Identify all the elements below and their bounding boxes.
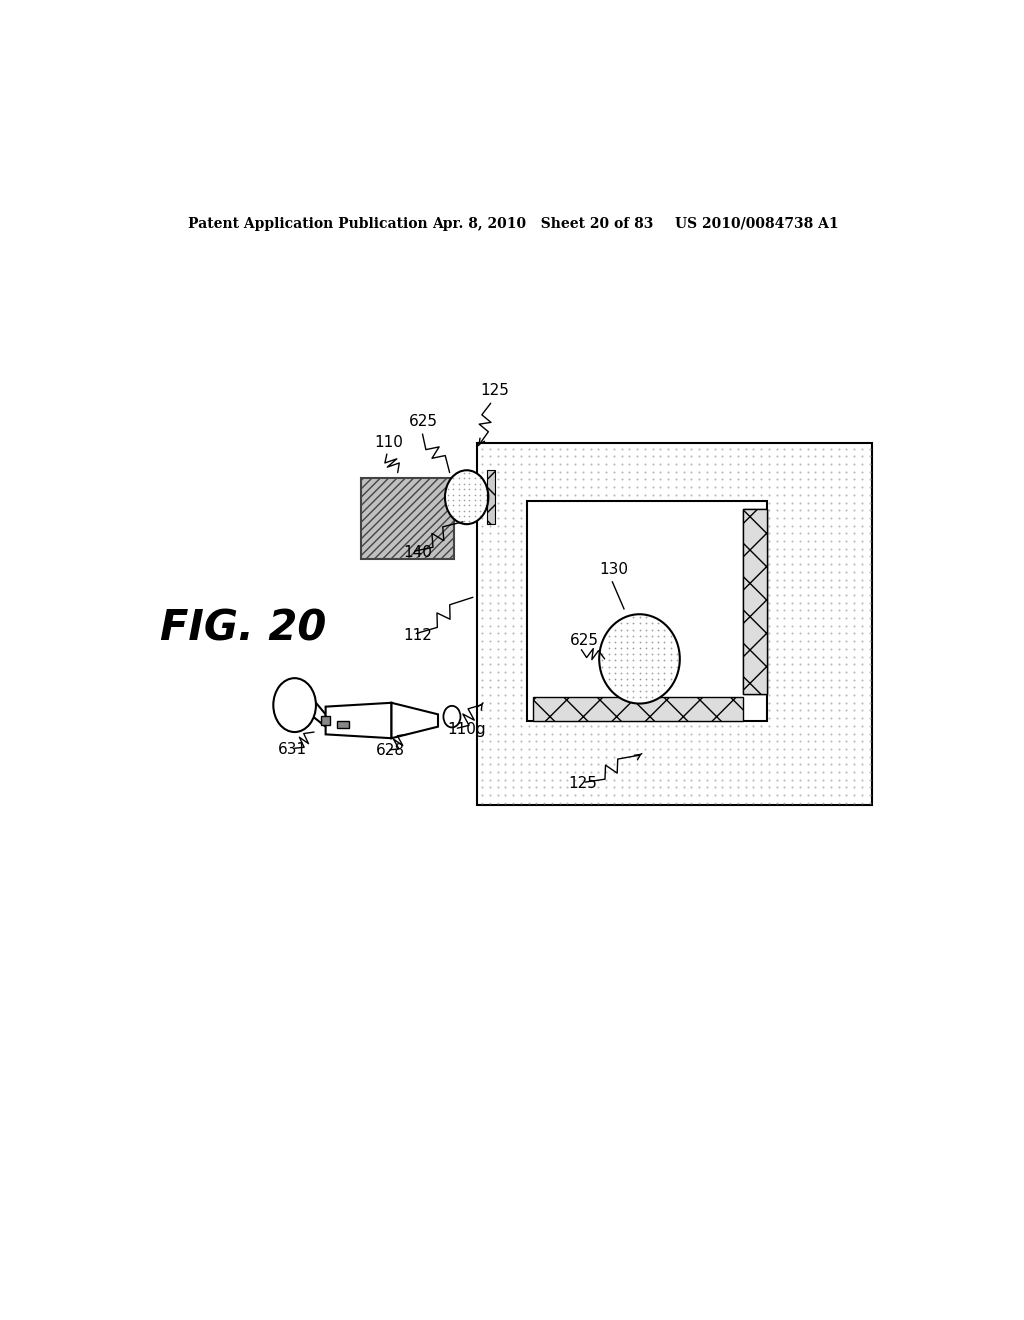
Polygon shape (391, 702, 438, 738)
Bar (486, 470, 495, 524)
Ellipse shape (445, 470, 488, 524)
Bar (527, 502, 767, 721)
Text: 110g: 110g (447, 722, 486, 738)
Bar (337, 721, 349, 729)
Ellipse shape (599, 614, 680, 704)
Text: 631: 631 (278, 742, 307, 756)
Bar (360, 478, 454, 558)
Polygon shape (310, 696, 326, 726)
Ellipse shape (443, 706, 461, 727)
Text: 625: 625 (569, 634, 599, 648)
Bar (742, 508, 767, 693)
Text: 628: 628 (376, 743, 406, 758)
Text: US 2010/0084738 A1: US 2010/0084738 A1 (675, 216, 839, 231)
Text: Apr. 8, 2010   Sheet 20 of 83: Apr. 8, 2010 Sheet 20 of 83 (432, 216, 653, 231)
Text: 125: 125 (568, 776, 597, 791)
Text: 130: 130 (599, 562, 628, 577)
Bar (321, 715, 331, 725)
Text: 625: 625 (410, 414, 438, 429)
Bar (742, 508, 767, 693)
Bar (477, 444, 872, 805)
Text: 140: 140 (403, 545, 432, 560)
Bar (534, 697, 742, 721)
Text: 125: 125 (480, 383, 510, 397)
Bar (742, 508, 767, 693)
Text: 112: 112 (403, 627, 432, 643)
Polygon shape (326, 702, 391, 738)
Ellipse shape (273, 678, 316, 733)
Text: 110: 110 (375, 436, 403, 450)
Text: FIG. 20: FIG. 20 (160, 607, 326, 649)
Text: Patent Application Publication: Patent Application Publication (188, 216, 428, 231)
Bar (534, 697, 742, 721)
